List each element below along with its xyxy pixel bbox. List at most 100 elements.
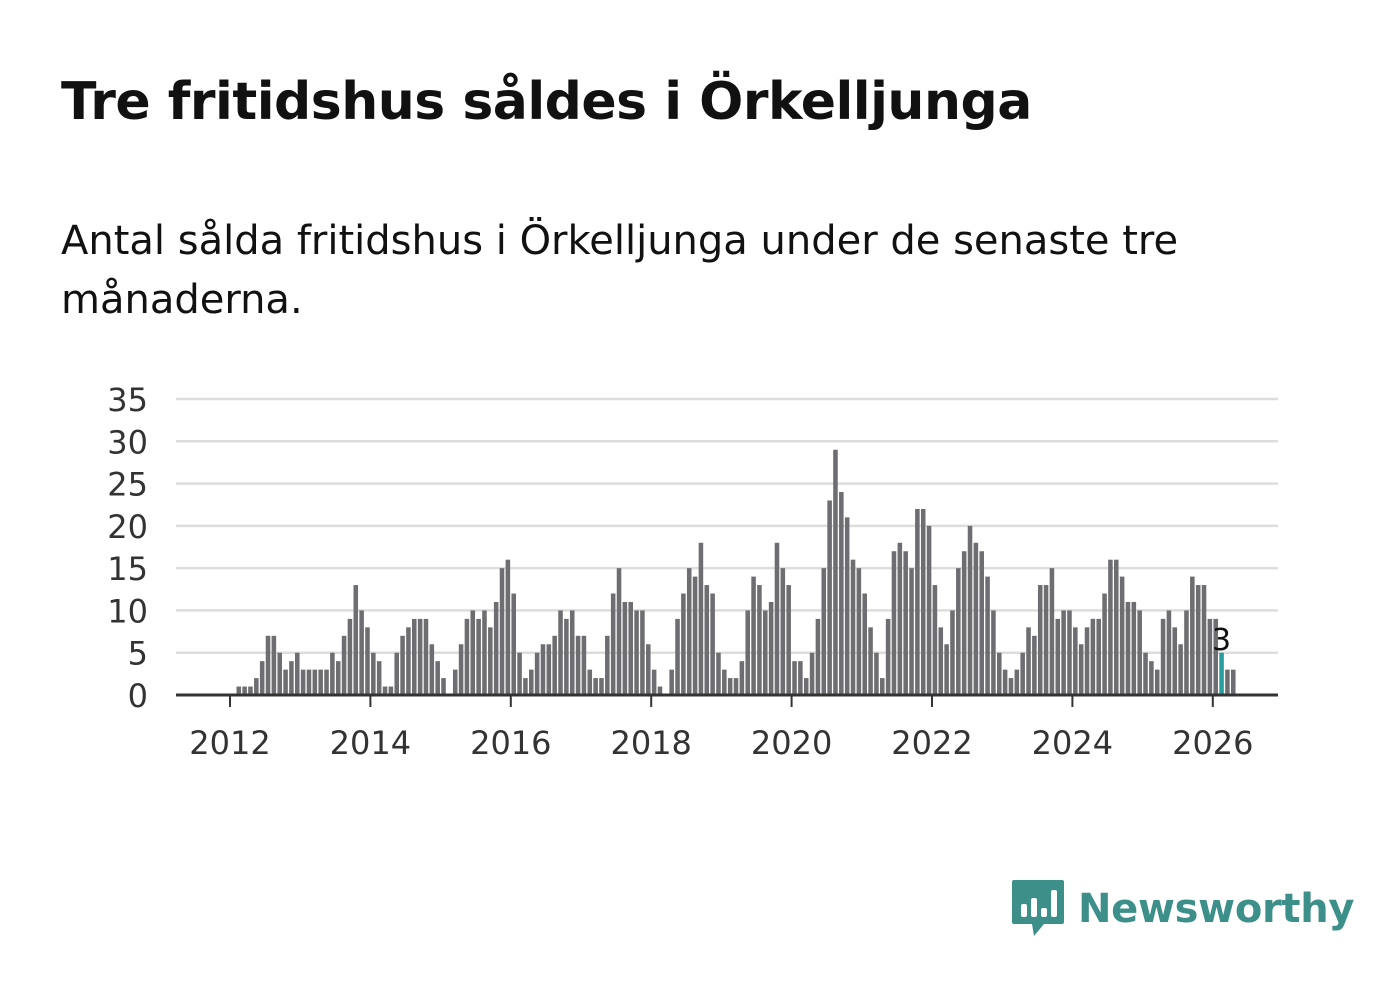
bar bbox=[681, 593, 686, 695]
bar bbox=[312, 669, 318, 695]
bar bbox=[1195, 585, 1201, 695]
bar bbox=[716, 652, 721, 695]
highlight-bar bbox=[1219, 652, 1224, 695]
x-tick-label: 2014 bbox=[330, 724, 411, 762]
bar bbox=[844, 517, 850, 695]
bar bbox=[657, 686, 663, 695]
bar bbox=[470, 610, 476, 695]
bar bbox=[1125, 601, 1131, 695]
highlight-value-label: 3 bbox=[1212, 623, 1231, 658]
bar bbox=[903, 551, 908, 695]
newsworthy-logo[interactable]: Newsworthy bbox=[1010, 878, 1355, 940]
bar bbox=[856, 568, 862, 695]
bar bbox=[464, 618, 470, 695]
bar bbox=[944, 644, 949, 695]
bar bbox=[242, 686, 247, 695]
y-tick-label: 15 bbox=[107, 550, 148, 588]
bar bbox=[605, 635, 610, 695]
bar bbox=[745, 610, 750, 695]
bar bbox=[335, 661, 341, 695]
bar bbox=[1184, 610, 1189, 695]
bar bbox=[353, 585, 359, 695]
bar bbox=[1014, 669, 1020, 695]
bar bbox=[885, 618, 891, 695]
bar bbox=[727, 678, 733, 695]
y-tick-label: 20 bbox=[107, 508, 148, 546]
x-axis bbox=[176, 693, 1278, 707]
bar bbox=[991, 610, 996, 695]
x-tick-label: 2012 bbox=[189, 724, 270, 762]
bar bbox=[558, 610, 563, 695]
bar bbox=[306, 669, 312, 695]
bar bbox=[926, 525, 932, 695]
bar bbox=[827, 500, 832, 695]
brand-name: Newsworthy bbox=[1078, 886, 1355, 932]
bar bbox=[809, 652, 815, 695]
bar bbox=[488, 627, 493, 695]
bar bbox=[833, 449, 838, 695]
bar bbox=[868, 627, 873, 695]
bar bbox=[798, 661, 803, 695]
bar bbox=[1008, 678, 1014, 695]
bar bbox=[938, 627, 944, 695]
bar bbox=[768, 601, 774, 695]
bar bbox=[780, 568, 786, 695]
y-tick-label: 5 bbox=[128, 635, 148, 673]
bar bbox=[412, 618, 417, 695]
bar bbox=[622, 601, 628, 695]
bar bbox=[1090, 618, 1096, 695]
bar bbox=[757, 585, 762, 695]
bar bbox=[382, 686, 388, 695]
bar bbox=[950, 610, 955, 695]
bar bbox=[295, 652, 300, 695]
bar bbox=[669, 669, 674, 695]
bar bbox=[1190, 576, 1195, 695]
bar bbox=[909, 568, 914, 695]
bar bbox=[581, 635, 587, 695]
bar bbox=[722, 669, 727, 695]
bar bbox=[1102, 593, 1107, 695]
bar bbox=[517, 652, 522, 695]
bar bbox=[341, 635, 347, 695]
x-axis-labels: 2012 2014 2016 2018 2020 2022 2024 2026 bbox=[189, 724, 1253, 762]
bar bbox=[616, 568, 622, 695]
y-tick-label: 25 bbox=[107, 466, 148, 504]
bar bbox=[920, 508, 926, 695]
bar bbox=[1225, 669, 1230, 695]
bar bbox=[318, 669, 323, 695]
bar bbox=[967, 525, 973, 695]
bar bbox=[1084, 627, 1090, 695]
bar bbox=[850, 559, 856, 695]
bar bbox=[569, 610, 575, 695]
bar bbox=[1049, 568, 1055, 695]
bar bbox=[376, 661, 382, 695]
bar bbox=[985, 576, 990, 695]
bar bbox=[534, 652, 540, 695]
bars bbox=[236, 449, 1236, 695]
bar bbox=[839, 492, 844, 695]
bar bbox=[277, 652, 282, 695]
bar bbox=[961, 551, 967, 695]
bar bbox=[733, 678, 739, 695]
bar bbox=[1178, 644, 1183, 695]
bar bbox=[686, 568, 692, 695]
bar bbox=[1002, 669, 1008, 695]
bar bbox=[452, 669, 458, 695]
bar bbox=[786, 585, 791, 695]
y-tick-label: 35 bbox=[107, 381, 148, 419]
bar bbox=[1119, 576, 1125, 695]
bar bbox=[330, 652, 335, 695]
bar bbox=[675, 618, 680, 695]
bar bbox=[511, 593, 516, 695]
bar bbox=[265, 635, 271, 695]
bar bbox=[529, 669, 534, 695]
bar bbox=[1037, 585, 1043, 695]
bar bbox=[815, 618, 821, 695]
bar bbox=[763, 610, 768, 695]
bar bbox=[248, 686, 253, 695]
bar bbox=[1067, 610, 1072, 695]
chart-title: Tre fritidshus såldes i Örkelljunga bbox=[61, 72, 1032, 132]
bar bbox=[441, 678, 446, 695]
bar bbox=[575, 635, 581, 695]
bar bbox=[997, 652, 1002, 695]
